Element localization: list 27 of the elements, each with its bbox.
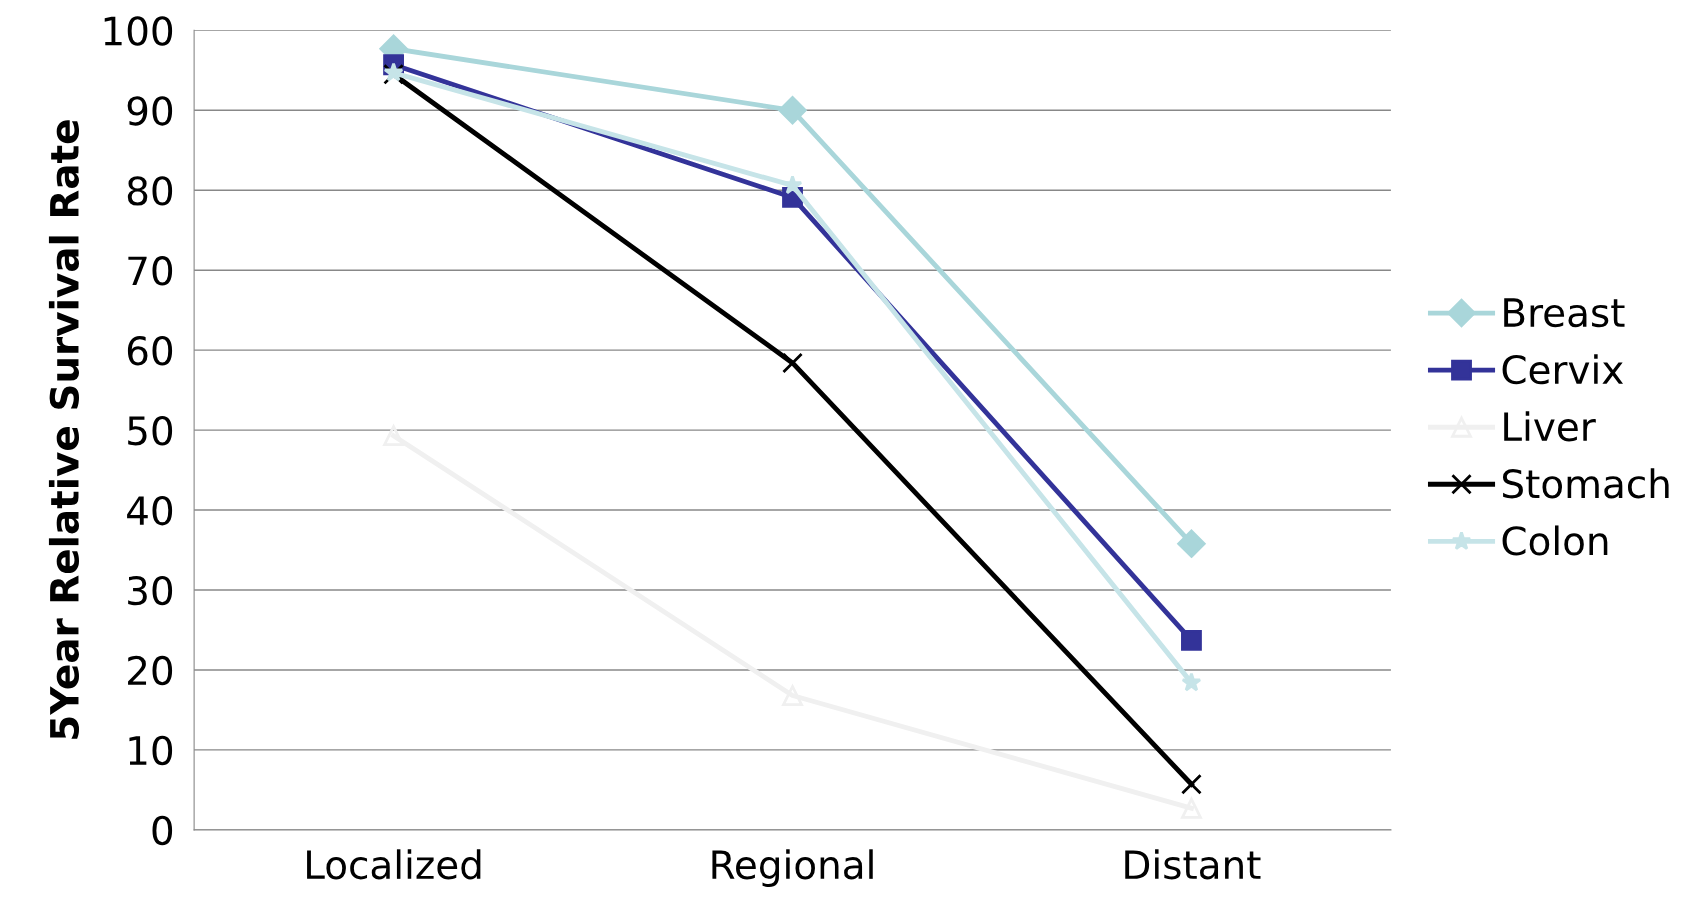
legend-label: Stomach [1502, 468, 1669, 499]
y-tick-label: 80 [127, 176, 173, 206]
x-tick-label: Localized [307, 849, 481, 880]
point [1181, 672, 1202, 692]
point [782, 352, 803, 374]
y-tick-label: 50 [128, 416, 173, 446]
y-tick-label: 60 [127, 336, 173, 366]
legend-label: Cervix [1502, 354, 1624, 385]
y-axis-title: 5Year Relative Survival Rate [48, 120, 80, 739]
x-tick-label: Distant [1125, 849, 1261, 880]
y-tick-label: 30 [128, 575, 173, 606]
legend-label: Liver [1504, 411, 1596, 442]
legend-label: Colon [1502, 525, 1608, 556]
point [1181, 773, 1202, 795]
point [1181, 629, 1202, 651]
point [383, 425, 404, 447]
y-tick-label: 0 [152, 815, 173, 846]
x-tick-label: Regional [712, 849, 873, 887]
point [778, 96, 807, 125]
legend-label: Breast [1504, 298, 1625, 328]
y-tick-label: 20 [128, 655, 173, 686]
y-tick-label: 100 [104, 16, 173, 46]
y-tick-label: 10 [129, 735, 173, 766]
point [1177, 529, 1206, 558]
y-tick-label: 40 [127, 495, 173, 526]
y-tick-label: 70 [128, 256, 173, 286]
y-tick-label: 90 [127, 96, 173, 126]
